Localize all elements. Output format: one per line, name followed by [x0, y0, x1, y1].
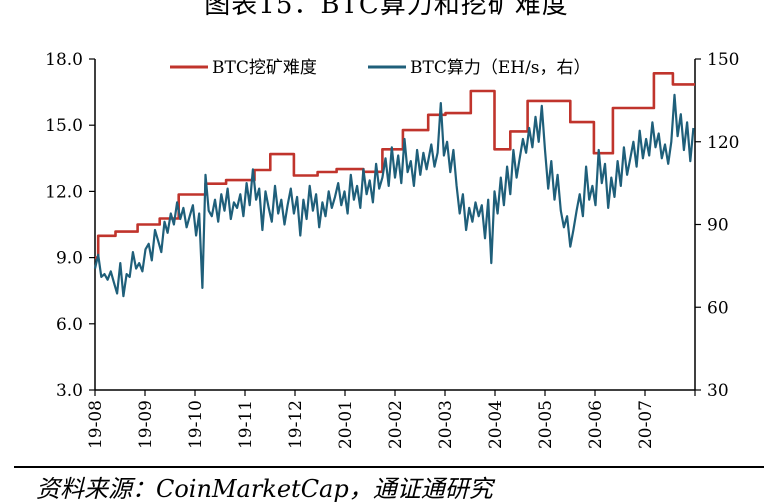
- left-tick-label: 3.0: [56, 381, 83, 401]
- left-tick-label: 9.0: [56, 249, 83, 269]
- x-tick-label: 20-04: [486, 400, 506, 449]
- chart-title: 图表15：BTC算力和挖矿难度: [204, 0, 569, 20]
- x-tick-label: 20-03: [436, 400, 456, 449]
- x-tick-label: 20-06: [586, 400, 606, 449]
- right-tick-label: 150: [707, 50, 739, 70]
- right-tick-label: 60: [707, 298, 729, 318]
- x-tick-label: 20-01: [336, 400, 356, 449]
- x-tick-label: 19-11: [236, 400, 256, 449]
- left-tick-label: 18.0: [45, 50, 83, 70]
- x-tick-label: 19-09: [136, 400, 156, 449]
- right-tick-label: 90: [707, 216, 729, 236]
- chart-canvas: 3.0 6.0 9.0 12.0 15.0 18.0 30 60 90 120 150 19-08 19…: [45, 50, 739, 449]
- series-layer: [93, 72, 695, 298]
- x-tick-label: 19-10: [186, 400, 206, 449]
- left-tick-label: 6.0: [56, 315, 83, 335]
- source-divider: [14, 466, 764, 468]
- legend-label-difficulty: BTC挖矿难度: [212, 58, 317, 78]
- hashrate-line: [93, 93, 695, 298]
- source-note: 资料来源：CoinMarketCap，通证通研究: [36, 475, 493, 503]
- axes: 3.0 6.0 9.0 12.0 15.0 18.0 30 60 90 120 150 19-08 19…: [45, 50, 739, 449]
- x-tick-label: 19-08: [86, 400, 106, 449]
- left-tick-label: 15.0: [45, 116, 83, 136]
- x-tick-label: 20-05: [536, 400, 556, 449]
- legend-label-hashrate: BTC算力（EH/s，右）: [410, 58, 591, 78]
- right-tick-label: 30: [707, 381, 729, 401]
- right-tick-label: 120: [707, 133, 739, 153]
- left-tick-label: 12.0: [45, 182, 83, 202]
- x-tick-label: 20-07: [636, 400, 656, 449]
- x-tick-label: 19-12: [286, 400, 306, 449]
- legend: BTC挖矿难度 BTC算力（EH/s，右）: [170, 58, 591, 78]
- x-tick-label: 20-02: [386, 400, 406, 449]
